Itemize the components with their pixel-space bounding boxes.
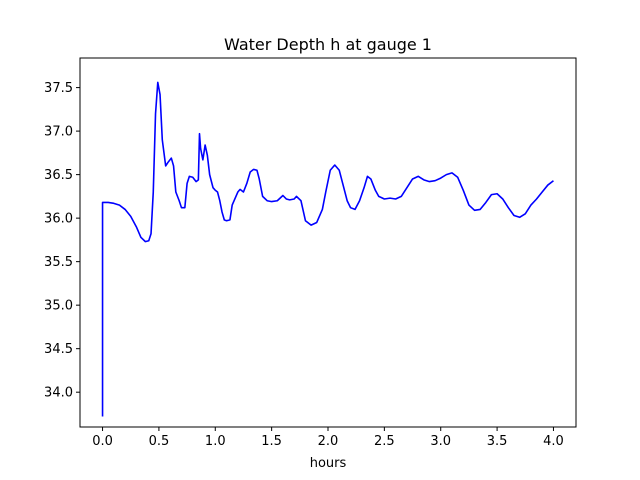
y-tick-label: 37.0 (44, 125, 73, 140)
x-tick-label: 1.0 (205, 434, 226, 449)
x-tick-label: 3.0 (430, 434, 451, 449)
y-tick-label: 36.0 (44, 212, 73, 227)
plot-frame (79, 57, 577, 428)
plot-area (79, 57, 577, 428)
series-line-0 (101, 81, 554, 417)
y-tick-label: 36.5 (44, 168, 73, 183)
y-tick-label: 37.5 (44, 81, 73, 96)
x-axis-label: hours (310, 456, 347, 471)
x-tick-label: 4.0 (543, 434, 564, 449)
x-tick-label: 2.0 (318, 434, 339, 449)
y-axis: 34.0 34.5 35.0 35.5 36.0 36.5 37.0 37.5 (44, 81, 80, 401)
x-tick-label: 0.0 (92, 434, 113, 449)
y-tick-label: 34.0 (44, 386, 73, 401)
chart-title: Water Depth h at gauge 1 (224, 35, 432, 54)
x-axis: 0.0 0.5 1.0 1.5 2.0 2.5 3.0 3.5 4.0 (92, 427, 564, 449)
x-tick-label: 1.5 (261, 434, 282, 449)
y-tick-label: 35.0 (44, 299, 73, 314)
y-tick-label: 35.5 (44, 255, 73, 270)
x-tick-label: 0.5 (149, 434, 170, 449)
x-tick-label: 2.5 (374, 434, 395, 449)
y-tick-label: 34.5 (44, 342, 73, 357)
x-tick-label: 3.5 (487, 434, 508, 449)
